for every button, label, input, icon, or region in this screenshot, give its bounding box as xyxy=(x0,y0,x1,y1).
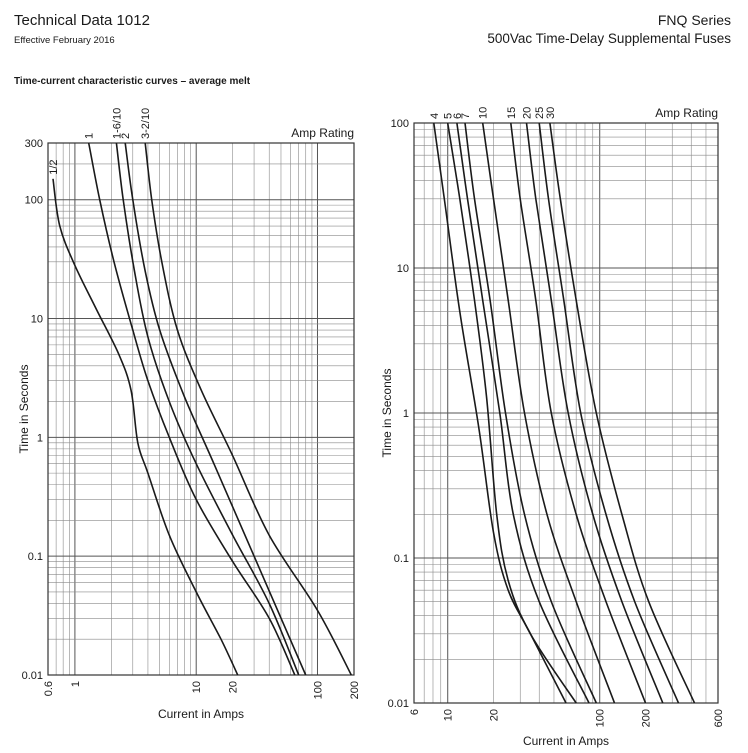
legend-title: Amp Rating xyxy=(655,106,718,120)
x-tick-label: 100 xyxy=(312,681,324,699)
y-axis-label: Time in Seconds xyxy=(17,365,31,454)
series-label-30: 30 xyxy=(545,107,557,119)
series-label-2: 2 xyxy=(120,133,132,139)
x-tick-label: 20 xyxy=(488,709,500,721)
y-axis-label: Time in Seconds xyxy=(380,369,394,458)
series-line-3-2/10 xyxy=(144,142,353,676)
y-tick-label: 0.1 xyxy=(394,553,409,565)
series-label-10: 10 xyxy=(478,107,490,119)
grid xyxy=(47,142,355,676)
series-label-3-2/10: 3-2/10 xyxy=(140,108,152,139)
series-label-6: 6 xyxy=(452,113,464,119)
series-line-5 xyxy=(446,122,577,704)
series-label-20: 20 xyxy=(522,107,534,119)
series-line-1-6/10 xyxy=(115,142,300,676)
series-line-7 xyxy=(464,122,598,704)
y-tick-label: 1 xyxy=(37,432,43,444)
series-label-7: 7 xyxy=(460,113,472,119)
chart-1: 300 100 10 1 0.1 0.010.6 1 10 20 100 200 Current in… xyxy=(17,108,361,721)
series-line-30 xyxy=(549,122,696,704)
legend-title: Amp Rating xyxy=(291,126,354,140)
x-tick-label: 200 xyxy=(640,709,652,727)
x-tick-label: 10 xyxy=(191,681,203,693)
series-line-1/2 xyxy=(52,178,239,676)
x-axis-label: Current in Amps xyxy=(158,707,244,721)
x-tick-label: 100 xyxy=(595,709,607,727)
y-tick-label: 300 xyxy=(25,138,43,150)
series-description: 500Vac Time-Delay Supplemental Fuses xyxy=(487,31,731,46)
x-tick-label: 10 xyxy=(443,709,455,721)
series-line-1 xyxy=(87,142,296,676)
y-tick-label: 10 xyxy=(31,314,43,326)
section-heading: Time-current characteristic curves – ave… xyxy=(14,76,251,87)
series-label-4: 4 xyxy=(429,113,441,119)
y-tick-label: 0.01 xyxy=(388,698,409,710)
series-label-1: 1 xyxy=(84,133,96,139)
series-line-10 xyxy=(481,122,616,704)
y-tick-label: 1 xyxy=(403,408,409,420)
y-tick-label: 10 xyxy=(397,263,409,275)
x-axis-label: Current in Amps xyxy=(523,734,609,748)
x-tick-label: 200 xyxy=(349,681,361,699)
x-tick-label: 1 xyxy=(70,681,82,687)
series-line-15 xyxy=(510,122,647,704)
series-label-1/2: 1/2 xyxy=(48,159,60,174)
plot-frame xyxy=(47,142,355,676)
y-tick-label: 100 xyxy=(391,118,409,130)
series-name: FNQ Series xyxy=(657,12,731,28)
y-tick-label: 0.1 xyxy=(28,551,43,563)
document-title: Technical Data 1012 xyxy=(14,12,150,29)
series-line-25 xyxy=(538,122,680,704)
x-tick-label: 20 xyxy=(228,681,240,693)
series-label-15: 15 xyxy=(506,107,518,119)
x-tick-label: 6 xyxy=(409,709,421,715)
series-label-5: 5 xyxy=(443,113,455,119)
series-line-2 xyxy=(124,142,307,676)
y-tick-label: 0.01 xyxy=(22,670,43,682)
series-label-25: 25 xyxy=(534,107,546,119)
grid xyxy=(413,122,719,704)
series-line-20 xyxy=(525,122,664,704)
y-tick-label: 100 xyxy=(25,195,43,207)
series-line-6 xyxy=(456,122,590,704)
effective-date: Effective February 2016 xyxy=(14,35,115,46)
series-label-1-6/10: 1-6/10 xyxy=(111,108,123,139)
x-tick-label: 600 xyxy=(713,709,725,727)
x-tick-label: 0.6 xyxy=(43,681,55,696)
